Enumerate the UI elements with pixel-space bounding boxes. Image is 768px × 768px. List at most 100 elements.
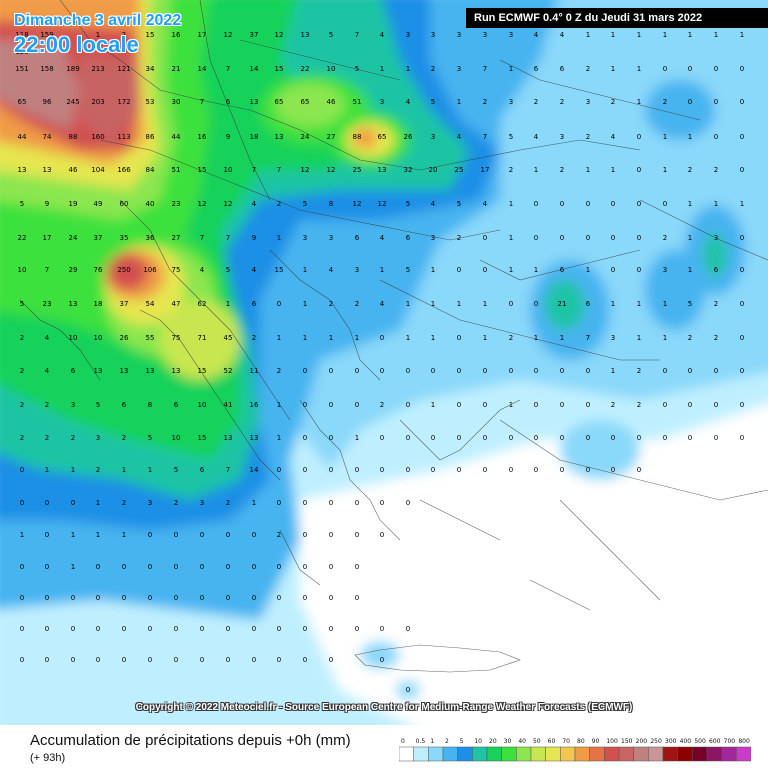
precip-value: 2 xyxy=(560,98,564,106)
precip-value: 15 xyxy=(198,166,207,174)
precip-value: 245 xyxy=(66,98,79,106)
precip-value: 1 xyxy=(740,200,744,208)
precip-value: 3 xyxy=(96,434,100,442)
precip-value: 1 xyxy=(71,531,75,539)
precip-value: 37 xyxy=(94,234,103,242)
precip-value: 49 xyxy=(94,200,103,208)
precip-value: 12 xyxy=(224,200,233,208)
precip-value: 0 xyxy=(329,625,333,633)
precip-value: 0 xyxy=(45,625,49,633)
precip-value: 5 xyxy=(509,133,513,141)
precip-value: 0 xyxy=(740,434,744,442)
precip-value: 15 xyxy=(198,367,207,375)
precip-value: 0 xyxy=(45,531,49,539)
precip-value: 1 xyxy=(122,466,126,474)
legend-label: 400 xyxy=(680,738,692,745)
precip-value: 4 xyxy=(380,300,385,308)
precip-value: 3 xyxy=(457,65,461,73)
precip-value: 104 xyxy=(91,166,105,174)
precip-value: 0 xyxy=(534,367,538,375)
precip-value: 0 xyxy=(226,563,230,571)
legend-swatch xyxy=(560,746,576,762)
legend-label: 5 xyxy=(460,738,464,745)
precip-value: 0 xyxy=(714,401,718,409)
precip-value: 7 xyxy=(586,334,590,342)
precip-value: 0 xyxy=(714,434,718,442)
precip-value: 0 xyxy=(277,466,281,474)
precip-value: 160 xyxy=(91,133,104,141)
precip-value: 0 xyxy=(277,625,281,633)
precip-value: 0 xyxy=(740,234,744,242)
precip-value: 1 xyxy=(509,200,513,208)
precip-value: 0 xyxy=(20,563,24,571)
precip-value: 1 xyxy=(431,300,435,308)
precip-value: 0 xyxy=(457,367,461,375)
precip-value: 6 xyxy=(560,65,565,73)
precip-value: 0 xyxy=(96,594,100,602)
precip-value: 0 xyxy=(226,531,230,539)
legend-swatch xyxy=(604,746,620,762)
precip-value: 5 xyxy=(457,200,461,208)
precip-value: 54 xyxy=(146,300,155,308)
legend-label: 2 xyxy=(445,738,449,745)
legend-label: 60 xyxy=(548,738,556,745)
precip-value: 2 xyxy=(637,401,641,409)
precip-value: 1 xyxy=(406,65,410,73)
legend-swatch xyxy=(399,746,414,762)
legend-label: 300 xyxy=(665,738,677,745)
precip-value: 2 xyxy=(534,98,538,106)
precip-value: 2 xyxy=(688,166,692,174)
legend-label: 50 xyxy=(533,738,541,745)
precip-value: 0 xyxy=(355,401,359,409)
precip-value: 1 xyxy=(329,334,333,342)
precip-value: 15 xyxy=(146,31,155,39)
precip-value: 0 xyxy=(663,401,667,409)
precip-value: 2 xyxy=(20,367,24,375)
legend-label: 200 xyxy=(636,738,648,745)
precip-value: 0 xyxy=(355,563,359,571)
precip-value: 0 xyxy=(329,367,333,375)
precip-value: 1 xyxy=(586,166,590,174)
precip-value: 0 xyxy=(122,625,126,633)
precip-value: 0 xyxy=(637,166,641,174)
precip-value: 7 xyxy=(226,234,230,242)
precip-value: 1 xyxy=(380,65,384,73)
precip-value: 0 xyxy=(303,367,307,375)
precip-value: 0 xyxy=(226,625,230,633)
precip-value: 86 xyxy=(146,133,155,141)
precip-value: 0 xyxy=(355,531,359,539)
precip-value: 2 xyxy=(277,367,281,375)
precip-value: 2 xyxy=(714,300,718,308)
precip-value: 12 xyxy=(353,200,362,208)
forecast-date: Dimanche 3 avril 2022 xyxy=(14,12,182,29)
precip-value: 7 xyxy=(483,65,487,73)
legend-swatch xyxy=(618,746,634,762)
precip-value: 0 xyxy=(637,434,641,442)
precip-value: 0 xyxy=(96,563,100,571)
precip-value: 0 xyxy=(534,401,538,409)
precip-value: 1 xyxy=(277,401,281,409)
precip-value: 0 xyxy=(45,594,49,602)
legend-swatch xyxy=(736,746,751,762)
precip-value: 1 xyxy=(688,266,692,274)
precip-value: 0 xyxy=(71,594,75,602)
precip-value: 0 xyxy=(355,625,359,633)
precip-value: 4 xyxy=(534,133,539,141)
precip-value: 1 xyxy=(534,266,538,274)
precip-value: 203 xyxy=(91,98,104,106)
precip-value: 0 xyxy=(329,594,333,602)
precip-value: 16 xyxy=(172,31,181,39)
precip-value: 1 xyxy=(509,234,513,242)
precip-value: 65 xyxy=(18,98,27,106)
precip-value: 0 xyxy=(303,625,307,633)
precip-value: 0 xyxy=(355,499,359,507)
precip-value: 0 xyxy=(637,466,641,474)
precip-value: 0 xyxy=(45,656,49,664)
precip-value: 2 xyxy=(277,200,281,208)
legend-swatch xyxy=(486,746,502,762)
precip-value: 2 xyxy=(45,434,49,442)
precip-value: 0 xyxy=(714,98,718,106)
accumulation-title: Accumulation de précipitations depuis +0… xyxy=(30,732,351,749)
precip-value: 0 xyxy=(457,466,461,474)
